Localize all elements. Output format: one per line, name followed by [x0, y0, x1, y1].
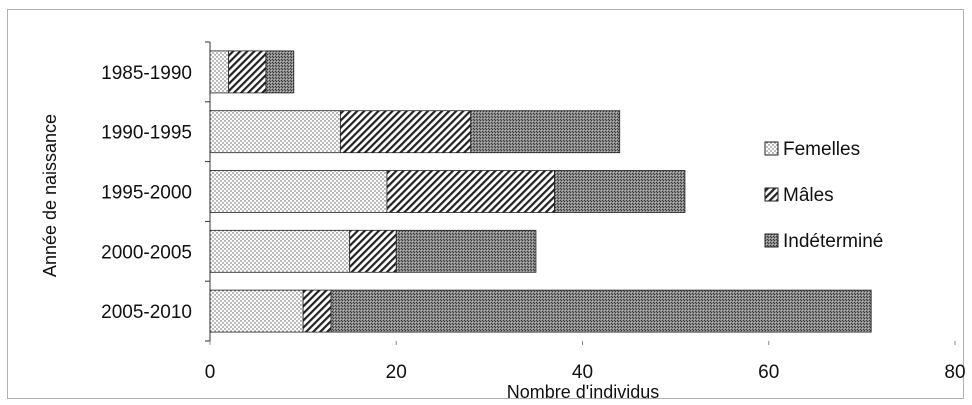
bar-segment-m-les [302, 289, 332, 333]
legend-swatch [764, 233, 779, 248]
x-tick-label: 0 [205, 362, 216, 383]
bars [209, 50, 872, 333]
bar-segment-ind-termin- [265, 50, 295, 94]
bar-segment-ind-termin- [470, 110, 621, 154]
y-tick-label: 1985-1990 [101, 63, 192, 84]
bar-segment-femelles [209, 110, 341, 154]
y-tick-label: 1995-2000 [101, 183, 192, 204]
labels: 1985-1990 1990-1995 1995-2000 2000-2005 2005… [40, 63, 966, 402]
bar-segment-ind-termin- [330, 289, 872, 333]
x-axis-label: Nombre d'individus [507, 382, 660, 402]
bar-segment-m-les [228, 50, 267, 94]
bar-segment-m-les [339, 110, 472, 154]
legend-label: Femelles [783, 139, 860, 160]
bar-segment-femelles [209, 289, 304, 333]
legend-label: Mâles [783, 185, 834, 206]
bar-segment-ind-termin- [554, 170, 686, 213]
legend: Femelles Mâles Indéterminé [764, 139, 883, 252]
bar-segment-femelles [209, 50, 230, 94]
y-tick-label: 2005-2010 [101, 302, 192, 323]
legend-swatch [764, 187, 779, 202]
legend-label: Indéterminé [783, 231, 883, 252]
x-tick-label: 80 [944, 362, 965, 383]
x-tick-label: 60 [758, 362, 779, 383]
bar-segment-ind-termin- [395, 229, 537, 273]
bar-segment-m-les [349, 229, 397, 273]
y-tick-label: 2000-2005 [101, 242, 192, 263]
legend-swatch [764, 141, 779, 156]
y-axis-label: Année de naissance [40, 114, 60, 277]
bar-segment-femelles [209, 229, 351, 273]
bar-segment-m-les [386, 170, 555, 213]
x-tick-label: 20 [386, 362, 407, 383]
y-tick-label: 1990-1995 [101, 123, 192, 144]
x-tick-label: 40 [572, 362, 593, 383]
bar-segment-femelles [209, 170, 388, 213]
